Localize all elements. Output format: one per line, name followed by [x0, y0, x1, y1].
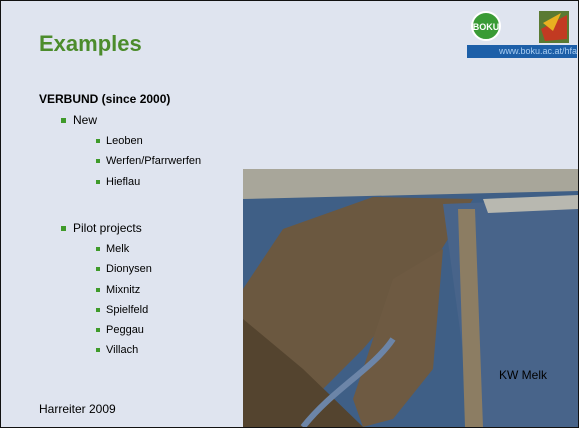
bullet — [96, 180, 100, 184]
sub-item: Mixnitz — [106, 284, 140, 296]
bullet — [96, 328, 100, 332]
sub-item: Peggau — [106, 324, 144, 336]
slide: Examples BOKU www.boku.ac.at/hfa VERBUND… — [0, 0, 579, 428]
photo-caption: KW Melk — [499, 368, 547, 382]
bullet — [96, 308, 100, 312]
bullet — [96, 288, 100, 292]
sub-item: Spielfeld — [106, 304, 148, 316]
bullet — [61, 118, 66, 123]
sub-item: Hieflau — [106, 176, 140, 188]
bullet — [96, 247, 100, 251]
logo-text: BOKU — [473, 22, 500, 32]
sub-item: Villach — [106, 344, 138, 356]
list-item: New — [73, 113, 97, 127]
sub-item: Leoben — [106, 135, 143, 147]
logos: BOKU — [471, 9, 579, 45]
bullet — [96, 139, 100, 143]
sub-item: Dionysen — [106, 263, 152, 275]
bullet — [61, 226, 66, 231]
sub-item: Werfen/Pfarrwerfen — [106, 155, 201, 167]
slide-title: Examples — [39, 31, 142, 57]
bullet — [96, 159, 100, 163]
bullet — [96, 348, 100, 352]
bullet — [96, 267, 100, 271]
heading: VERBUND (since 2000) — [39, 92, 170, 106]
sub-item: Melk — [106, 243, 129, 255]
aerial-photo — [243, 169, 578, 427]
url: www.boku.ac.at/hfa — [499, 46, 577, 56]
source: Harreiter 2009 — [39, 402, 116, 416]
list-item: Pilot projects — [73, 221, 142, 235]
